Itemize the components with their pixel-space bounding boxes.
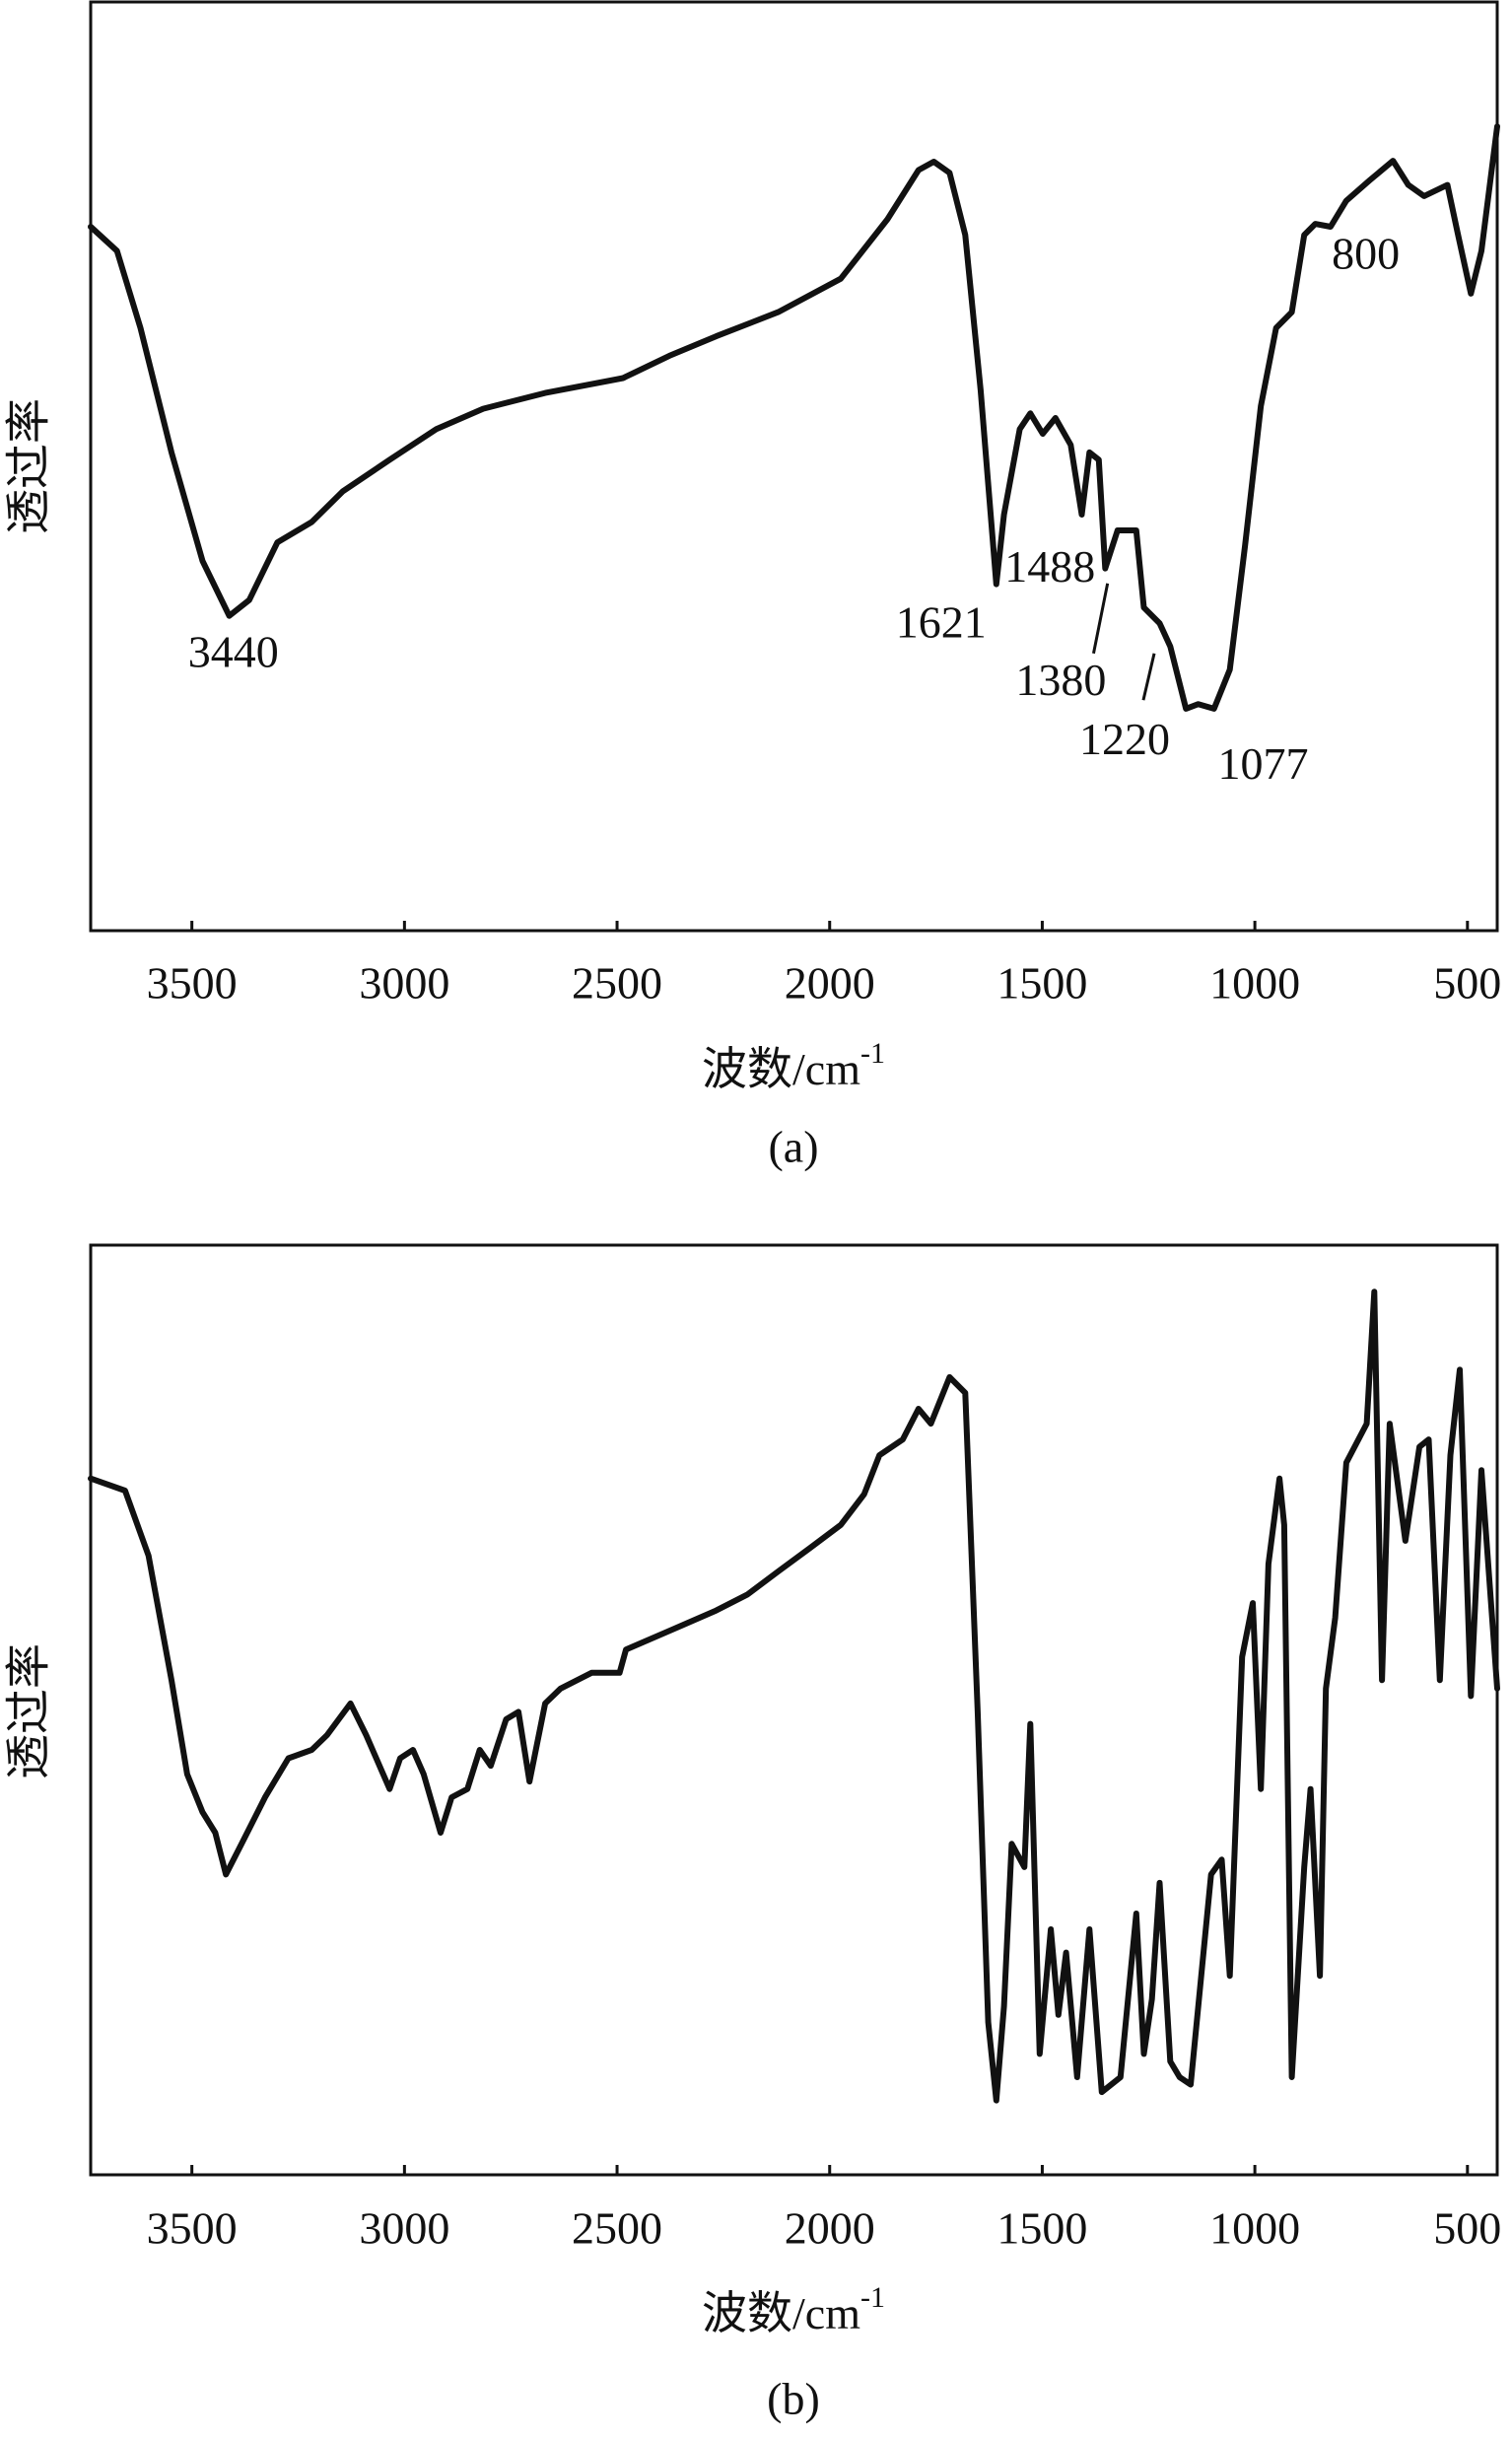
x-tick-label: 500 — [1433, 958, 1501, 1009]
peak-label: 800 — [1332, 229, 1400, 279]
x-tick-label: 3000 — [359, 2203, 449, 2254]
x-tick-label: 500 — [1433, 2203, 1501, 2254]
spectrum-line — [88, 123, 1500, 712]
x-tick-label: 1000 — [1209, 2203, 1300, 2254]
x-tick-label: 1500 — [997, 958, 1087, 1009]
x-axis-label: 波数/cm-1 — [702, 1037, 885, 1094]
x-tick-label: 3500 — [147, 958, 238, 1009]
x-axis-label: 波数/cm-1 — [702, 2281, 885, 2338]
spectrum-line — [88, 1289, 1500, 2104]
peak-label: 1077 — [1217, 738, 1308, 789]
x-tick-label: 2000 — [785, 2203, 875, 2254]
x-tick-label: 1000 — [1209, 958, 1300, 1009]
peak-label: 1488 — [1004, 541, 1095, 592]
x-tick-label: 2000 — [785, 958, 875, 1009]
caption: (a) — [768, 1122, 818, 1172]
y-axis-label: 透过率 — [4, 1643, 54, 1779]
x-axis-label-sup: -1 — [860, 1037, 885, 1070]
caption: (b) — [767, 2374, 820, 2424]
x-tick-label: 1500 — [997, 2203, 1087, 2254]
plot-frame — [89, 1243, 1499, 2177]
y-axis-label: 透过率 — [4, 398, 54, 534]
x-tick-label: 3500 — [147, 2203, 238, 2254]
peak-label: 3440 — [188, 627, 279, 677]
x-tick-label: 3000 — [359, 958, 449, 1009]
peak-label: 1220 — [1079, 714, 1170, 764]
x-tick-label: 2500 — [572, 958, 662, 1009]
x-axis-label-sup: -1 — [860, 2281, 885, 2314]
plot-frame — [89, 0, 1499, 933]
peak-label: 1380 — [1015, 655, 1106, 705]
peak-label: 1621 — [896, 597, 987, 648]
x-tick-label: 2500 — [572, 2203, 662, 2254]
x-axis-label-text: 波数/cm — [702, 1044, 860, 1094]
peak-leader — [1141, 653, 1156, 701]
peak-leader — [1091, 583, 1110, 655]
x-axis-label-text: 波数/cm — [702, 2288, 860, 2338]
